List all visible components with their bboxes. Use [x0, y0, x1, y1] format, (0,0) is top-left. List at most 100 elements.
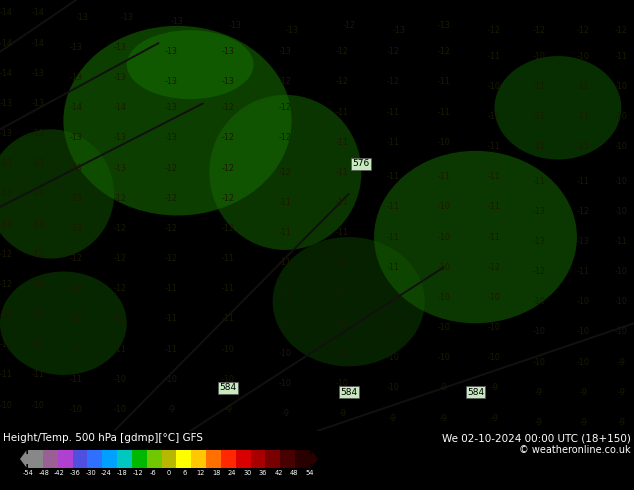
Text: -12: -12 [114, 224, 127, 233]
Bar [28, 450, 43, 468]
Text: -10: -10 [615, 82, 628, 91]
Text: -13: -13 [0, 190, 13, 198]
Text: 36: 36 [259, 470, 267, 476]
Bar [146, 450, 162, 468]
Bar [117, 450, 132, 468]
Text: -13: -13 [32, 99, 44, 108]
Text: -12: -12 [165, 164, 178, 172]
Text: -11: -11 [488, 233, 501, 242]
Text: -11: -11 [488, 112, 501, 121]
Text: -12: -12 [32, 250, 44, 259]
Text: -11: -11 [615, 237, 628, 246]
Ellipse shape [0, 271, 127, 375]
Text: -12: -12 [488, 263, 501, 272]
Text: -10: -10 [488, 353, 501, 362]
Text: 18: 18 [212, 470, 220, 476]
Text: -9: -9 [440, 414, 448, 422]
Text: -9: -9 [579, 388, 587, 397]
Text: -12: -12 [488, 25, 501, 35]
Text: -11: -11 [533, 142, 545, 151]
Text: -12: -12 [114, 254, 127, 263]
Text: -12: -12 [165, 194, 178, 203]
Text: -9: -9 [535, 388, 543, 397]
Text: -10: -10 [279, 319, 292, 328]
Text: -13: -13 [114, 43, 127, 52]
Text: -10: -10 [577, 327, 590, 336]
Text: -12: -12 [336, 47, 349, 56]
Bar [72, 450, 87, 468]
Text: -9: -9 [440, 383, 448, 392]
Text: -12: -12 [222, 164, 235, 172]
Text: -11: -11 [165, 284, 178, 294]
Text: -10: -10 [533, 297, 545, 306]
Text: -10: -10 [336, 379, 349, 388]
Text: -12: -12 [133, 470, 143, 476]
Text: -13: -13 [279, 47, 292, 56]
Text: -11: -11 [336, 108, 349, 117]
Bar [58, 450, 72, 468]
Text: We 02-10-2024 00:00 UTC (18+150): We 02-10-2024 00:00 UTC (18+150) [442, 433, 631, 443]
Text: -12: -12 [342, 22, 355, 30]
Text: -6: -6 [150, 470, 157, 476]
Text: -11: -11 [488, 51, 501, 61]
Text: -36: -36 [70, 470, 81, 476]
Text: -10: -10 [336, 349, 349, 358]
Text: -10: -10 [70, 405, 82, 414]
Bar [280, 450, 295, 468]
Text: -10: -10 [32, 401, 44, 410]
Text: -11: -11 [222, 254, 235, 263]
Text: -13: -13 [70, 133, 82, 143]
Text: -11: -11 [437, 77, 450, 86]
Text: -11: -11 [577, 267, 590, 276]
Text: -11: -11 [387, 108, 399, 117]
Text: 42: 42 [275, 470, 283, 476]
Text: -13: -13 [70, 43, 82, 52]
Text: -11: -11 [437, 108, 450, 117]
Text: -10: -10 [437, 138, 450, 147]
Text: -13: -13 [32, 190, 44, 198]
Text: -14: -14 [0, 69, 13, 78]
Text: -9: -9 [167, 405, 175, 414]
Text: -10: -10 [615, 142, 628, 151]
Text: -12: -12 [279, 168, 292, 177]
Text: -9: -9 [618, 388, 625, 397]
Text: -13: -13 [222, 77, 235, 86]
Text: -10: -10 [387, 323, 399, 332]
Text: -11: -11 [70, 375, 82, 384]
Text: -11: -11 [32, 370, 44, 379]
Text: -11: -11 [488, 202, 501, 211]
Text: -11: -11 [336, 138, 349, 147]
Text: -11: -11 [577, 142, 590, 151]
Text: -13: -13 [70, 164, 82, 172]
Text: -13: -13 [533, 207, 545, 216]
Text: -11: -11 [279, 258, 292, 268]
Text: -12: -12 [114, 194, 127, 203]
Text: -12: -12 [0, 310, 13, 319]
Text: -10: -10 [387, 383, 399, 392]
Text: -10: -10 [114, 405, 127, 414]
Text: -12: -12 [222, 224, 235, 233]
Text: -12: -12 [279, 133, 292, 143]
Bar [206, 450, 221, 468]
Text: -12: -12 [533, 267, 545, 276]
Bar [102, 450, 117, 468]
Bar [295, 450, 310, 468]
Ellipse shape [63, 26, 292, 216]
Text: -11: -11 [387, 172, 399, 181]
Text: -12: -12 [387, 47, 399, 56]
Text: -10: -10 [437, 323, 450, 332]
Text: 6: 6 [183, 470, 187, 476]
Text: -10: -10 [336, 319, 349, 328]
Text: -11: -11 [615, 51, 628, 61]
Ellipse shape [209, 95, 361, 250]
Bar [250, 450, 266, 468]
Text: -10: -10 [437, 263, 450, 272]
Text: 0: 0 [167, 470, 171, 476]
Text: 12: 12 [196, 470, 205, 476]
Text: -10: -10 [533, 327, 545, 336]
Text: -12: -12 [0, 250, 13, 259]
Text: -13: -13 [165, 77, 178, 86]
Text: -10: -10 [615, 327, 628, 336]
Ellipse shape [273, 237, 425, 367]
Text: -11: -11 [437, 172, 450, 181]
